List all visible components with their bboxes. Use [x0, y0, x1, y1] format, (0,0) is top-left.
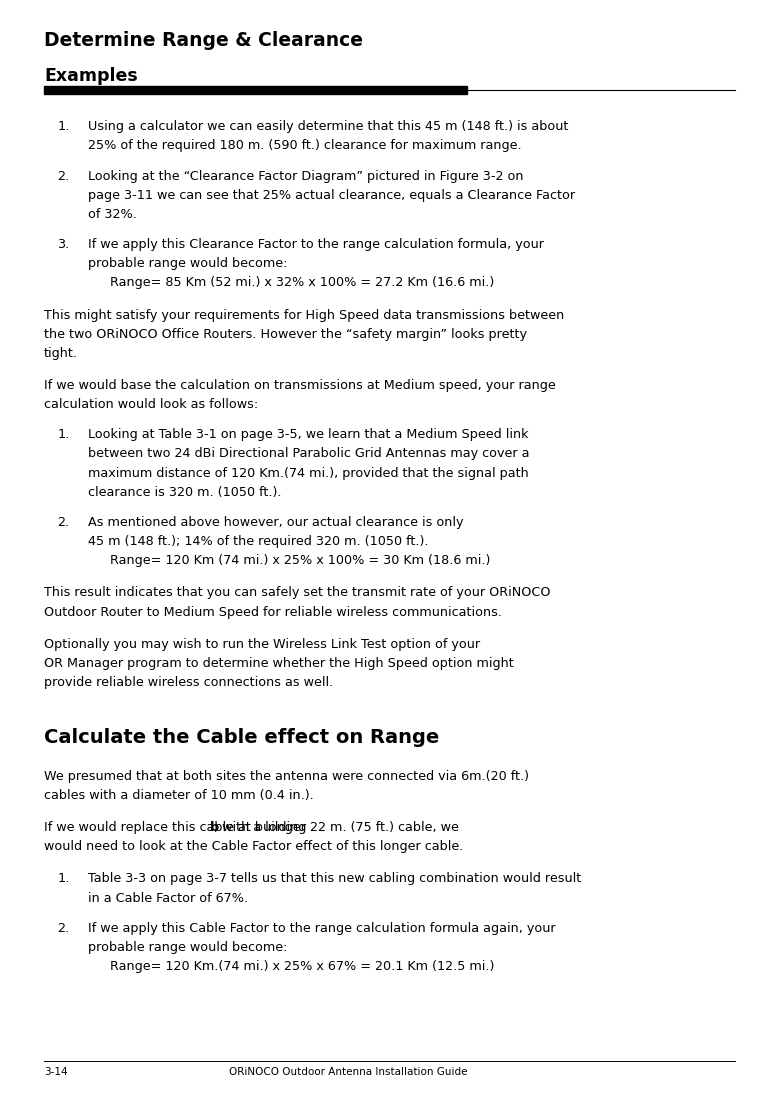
- Text: 3-14: 3-14: [44, 1067, 68, 1076]
- Text: 2.: 2.: [57, 170, 69, 183]
- Text: 2.: 2.: [57, 515, 69, 528]
- Text: Examples: Examples: [44, 67, 138, 84]
- Text: This might satisfy your requirements for High Speed data transmissions between: This might satisfy your requirements for…: [44, 309, 565, 322]
- Text: 45 m (148 ft.); 14% of the required 320 m. (1050 ft.).: 45 m (148 ft.); 14% of the required 320 …: [88, 535, 428, 548]
- Text: Looking at Table 3-1 on page 3-5, we learn that a Medium Speed link: Looking at Table 3-1 on page 3-5, we lea…: [88, 428, 528, 441]
- Text: 1.: 1.: [57, 428, 69, 441]
- Text: 3.: 3.: [57, 237, 69, 251]
- Text: If we apply this Cable Factor to the range calculation formula again, your: If we apply this Cable Factor to the ran…: [88, 921, 555, 934]
- Text: Determine Range & Clearance: Determine Range & Clearance: [44, 31, 363, 49]
- Text: of 32%.: of 32%.: [88, 208, 136, 221]
- Text: If we would base the calculation on transmissions at Medium speed, your range: If we would base the calculation on tran…: [44, 379, 556, 392]
- Text: the two ORiNOCO Office Routers. However the “safety margin” looks pretty: the two ORiNOCO Office Routers. However …: [44, 327, 527, 340]
- Text: probable range would become:: probable range would become:: [88, 941, 287, 954]
- Text: , with a longer 22 m. (75 ft.) cable, we: , with a longer 22 m. (75 ft.) cable, we: [213, 820, 459, 834]
- Text: Using a calculator we can easily determine that this 45 m (148 ft.) is about: Using a calculator we can easily determi…: [88, 120, 568, 133]
- Text: Calculate the Cable effect on Range: Calculate the Cable effect on Range: [44, 728, 440, 747]
- Text: We presumed that at both sites the antenna were connected via 6m.(20 ft.): We presumed that at both sites the anten…: [44, 769, 529, 782]
- Text: b: b: [210, 820, 219, 834]
- Text: As mentioned above however, our actual clearance is only: As mentioned above however, our actual c…: [88, 515, 463, 528]
- Text: between two 24 dBi Directional Parabolic Grid Antennas may cover a: between two 24 dBi Directional Parabolic…: [88, 447, 529, 461]
- Text: 1.: 1.: [57, 120, 69, 133]
- Text: If we would replace this cable at building: If we would replace this cable at buildi…: [44, 820, 311, 834]
- Text: 2.: 2.: [57, 921, 69, 934]
- Text: OR Manager program to determine whether the High Speed option might: OR Manager program to determine whether …: [44, 656, 514, 670]
- Text: Range= 85 Km (52 mi.) x 32% x 100% = 27.2 Km (16.6 mi.): Range= 85 Km (52 mi.) x 32% x 100% = 27.…: [110, 276, 495, 289]
- Text: 25% of the required 180 m. (590 ft.) clearance for maximum range.: 25% of the required 180 m. (590 ft.) cle…: [88, 140, 521, 152]
- Text: calculation would look as follows:: calculation would look as follows:: [44, 398, 258, 411]
- Text: tight.: tight.: [44, 347, 78, 360]
- Text: would need to look at the Cable Factor effect of this longer cable.: would need to look at the Cable Factor e…: [44, 840, 463, 853]
- Text: ORiNOCO Outdoor Antenna Installation Guide: ORiNOCO Outdoor Antenna Installation Gui…: [229, 1067, 467, 1076]
- Text: page 3-11 we can see that 25% actual clearance, equals a Clearance Factor: page 3-11 we can see that 25% actual cle…: [88, 188, 575, 201]
- Text: probable range would become:: probable range would become:: [88, 257, 287, 270]
- Text: in a Cable Factor of 67%.: in a Cable Factor of 67%.: [88, 892, 248, 905]
- Text: If we apply this Clearance Factor to the range calculation formula, your: If we apply this Clearance Factor to the…: [88, 237, 543, 251]
- Text: This result indicates that you can safely set the transmit rate of your ORiNOCO: This result indicates that you can safel…: [44, 586, 551, 600]
- Text: Optionally you may wish to run the Wireless Link Test option of your: Optionally you may wish to run the Wirel…: [44, 638, 480, 651]
- Text: Outdoor Router to Medium Speed for reliable wireless communications.: Outdoor Router to Medium Speed for relia…: [44, 605, 502, 618]
- Text: cables with a diameter of 10 mm (0.4 in.).: cables with a diameter of 10 mm (0.4 in.…: [44, 789, 314, 802]
- Text: Table 3-3 on page 3-7 tells us that this new cabling combination would result: Table 3-3 on page 3-7 tells us that this…: [88, 872, 581, 885]
- Text: 1.: 1.: [57, 872, 69, 885]
- Text: provide reliable wireless connections as well.: provide reliable wireless connections as…: [44, 676, 334, 689]
- Text: Range= 120 Km.(74 mi.) x 25% x 67% = 20.1 Km (12.5 mi.): Range= 120 Km.(74 mi.) x 25% x 67% = 20.…: [110, 959, 495, 973]
- Text: maximum distance of 120 Km.(74 mi.), provided that the signal path: maximum distance of 120 Km.(74 mi.), pro…: [88, 466, 528, 479]
- Text: clearance is 320 m. (1050 ft.).: clearance is 320 m. (1050 ft.).: [88, 486, 281, 499]
- Text: Range= 120 Km (74 mi.) x 25% x 100% = 30 Km (18.6 mi.): Range= 120 Km (74 mi.) x 25% x 100% = 30…: [110, 554, 491, 567]
- Bar: [44, 86, 467, 94]
- Text: Looking at the “Clearance Factor Diagram” pictured in Figure 3-2 on: Looking at the “Clearance Factor Diagram…: [88, 170, 523, 183]
